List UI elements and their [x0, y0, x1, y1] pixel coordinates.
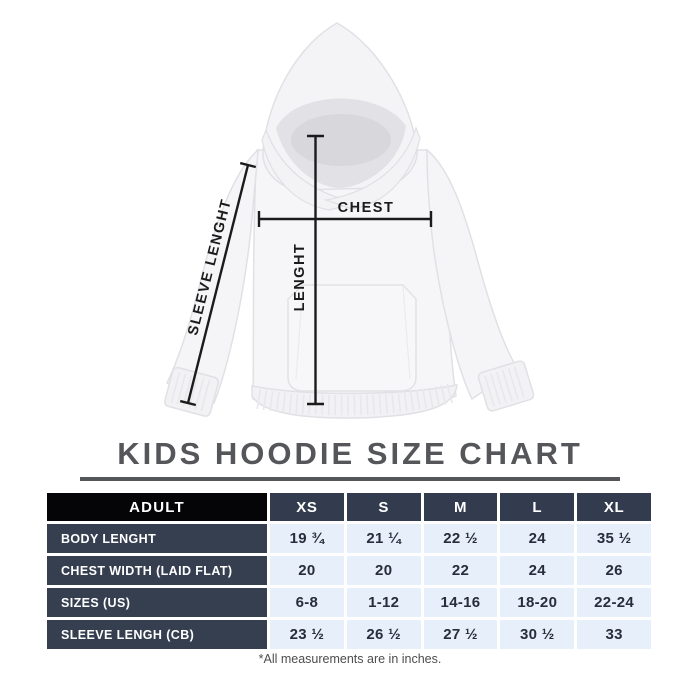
- dimension-lines: [179, 134, 433, 407]
- size-value-cell: 18-20: [500, 588, 575, 617]
- col-header-xs: XS: [270, 493, 344, 521]
- size-value-cell: 20: [346, 556, 421, 585]
- col-header-l: L: [500, 493, 575, 521]
- size-value-cell: 20: [270, 556, 344, 585]
- col-header-adult: ADULT: [47, 493, 267, 521]
- hoodie-measurement-diagram: CHEST LENGHT SLEEVE LENGHT: [164, 22, 535, 419]
- sleeve-dimension-line: [186, 164, 250, 404]
- size-value-cell: 26: [577, 556, 651, 585]
- size-value-cell: 14-16: [423, 588, 498, 617]
- hoodie-pocket: [287, 284, 417, 392]
- row-label-sizes-us: SIZES (US): [47, 588, 267, 617]
- footnote: *All measurements are in inches.: [258, 652, 442, 666]
- chest-label: CHEST: [338, 200, 395, 216]
- size-value-cell: 24: [500, 524, 575, 553]
- title-underline: [80, 477, 620, 481]
- page-title: KIDS HOODIE SIZE CHART: [117, 436, 583, 471]
- size-value-cell: 27 ½: [423, 620, 498, 649]
- col-header-m: M: [423, 493, 498, 521]
- col-header-xl: XL: [577, 493, 651, 521]
- size-value-cell: 23 ½: [270, 620, 344, 649]
- size-chart-table: ADULT XS S M L XL BODY LENGHT 19 ¾ 21 ¼ …: [47, 493, 651, 649]
- hoodie-right-sleeve: [426, 148, 519, 401]
- size-value-cell: 22-24: [577, 588, 651, 617]
- size-value-cell: 33: [577, 620, 651, 649]
- size-value-cell: 19 ¾: [270, 524, 344, 553]
- length-label: LENGHT: [292, 243, 308, 312]
- size-value-cell: 1-12: [346, 588, 421, 617]
- size-value-cell: 35 ½: [577, 524, 651, 553]
- size-value-cell: 22 ½: [423, 524, 498, 553]
- size-value-cell: 24: [500, 556, 575, 585]
- size-value-cell: 26 ½: [346, 620, 421, 649]
- size-value-cell: 30 ½: [500, 620, 575, 649]
- size-value-cell: 21 ¼: [346, 524, 421, 553]
- size-value-cell: 6-8: [270, 588, 344, 617]
- hoodie-right-cuff: [477, 360, 535, 412]
- row-label-chest-width: CHEST WIDTH (LAID FLAT): [47, 556, 267, 585]
- row-label-body-length: BODY LENGHT: [47, 524, 267, 553]
- size-value-cell: 22: [423, 556, 498, 585]
- col-header-s: S: [346, 493, 421, 521]
- row-label-sleeve-length: SLEEVE LENGH (CB): [47, 620, 267, 649]
